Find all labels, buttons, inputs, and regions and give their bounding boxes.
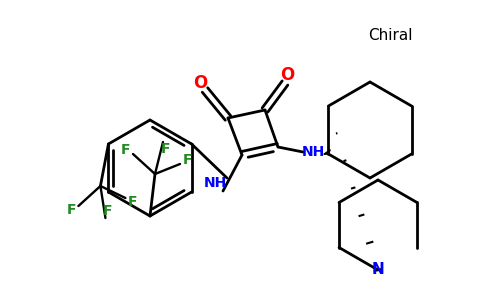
Text: NH: NH bbox=[203, 176, 227, 190]
Text: O: O bbox=[280, 66, 294, 84]
Text: F: F bbox=[160, 142, 170, 156]
Text: F: F bbox=[121, 143, 131, 157]
Text: Chiral: Chiral bbox=[368, 28, 412, 43]
Text: NH: NH bbox=[302, 145, 325, 159]
Polygon shape bbox=[324, 150, 330, 154]
Text: F: F bbox=[67, 203, 76, 217]
Text: F: F bbox=[128, 195, 137, 209]
Text: N: N bbox=[372, 262, 384, 278]
Text: F: F bbox=[182, 153, 192, 167]
Text: F: F bbox=[103, 204, 112, 218]
Text: O: O bbox=[193, 74, 207, 92]
